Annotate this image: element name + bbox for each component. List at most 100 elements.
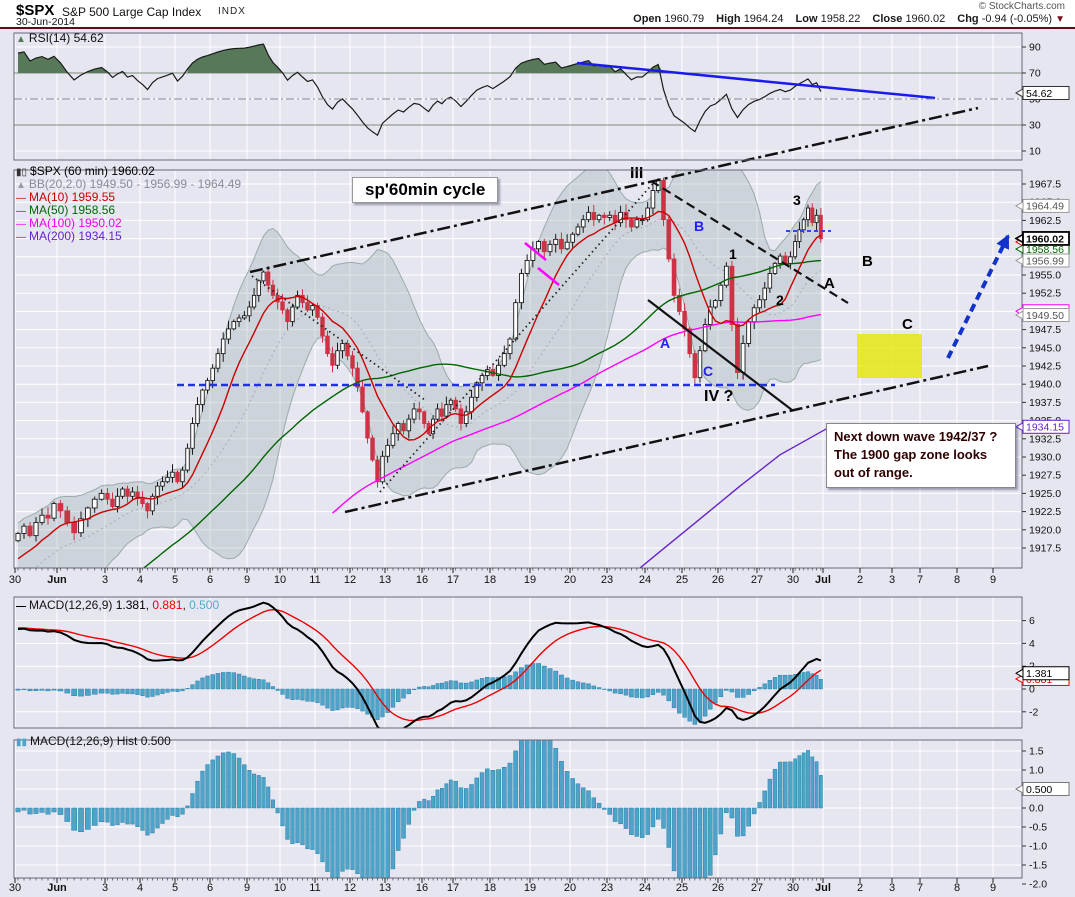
note-line-1: Next down wave 1942/37 ? [834, 429, 998, 444]
axis-callout: 1949.50 [1026, 310, 1064, 322]
svg-text:-1.5: -1.5 [1029, 860, 1047, 872]
x-axis-label: 8 [954, 882, 960, 894]
x-axis-label: 24 [639, 882, 651, 894]
wave-label: III [630, 165, 643, 182]
wave-label: 3 [793, 192, 801, 208]
x-axis-label: 23 [601, 574, 613, 586]
x-axis-label: 11 [309, 574, 320, 586]
x-axis-label: 19 [524, 574, 536, 586]
svg-text:1922.5: 1922.5 [1029, 506, 1061, 518]
x-axis-label: 26 [712, 882, 724, 894]
svg-text:1917.5: 1917.5 [1029, 543, 1061, 555]
analysis-note-box: Next down wave 1942/37 ? The 1900 gap zo… [826, 423, 1016, 488]
axis-callout: 54.62 [1026, 88, 1052, 100]
x-axis-label: Jun [47, 574, 67, 586]
x-axis-label: 20 [564, 574, 576, 586]
x-axis-label: 4 [137, 574, 143, 586]
annotation-layer: III 3 B 1 B A 2 A C C IV ? [14, 61, 1022, 514]
x-axis-label: 11 [309, 882, 320, 894]
x-axis-label: 19 [524, 882, 536, 894]
axis-callout: 1.381 [1026, 668, 1052, 680]
x-axis-label: Jul [815, 574, 831, 586]
note-line-3: out of range. [834, 465, 913, 481]
x-axis-label: 7 [917, 574, 923, 586]
svg-text:10: 10 [1029, 146, 1041, 158]
chg-label: Chg [957, 13, 979, 25]
axis-callout: 1934.15 [1026, 422, 1064, 434]
x-axis-label: 4 [137, 882, 143, 894]
low-label: Low [795, 13, 818, 25]
axis-callout: 1964.49 [1026, 201, 1064, 213]
x-axis-label: 23 [601, 882, 613, 894]
x-axis-label: 16 [416, 574, 428, 586]
x-axis-label: 10 [274, 574, 286, 586]
wave-label: B [862, 253, 873, 270]
svg-text:1945.0: 1945.0 [1029, 342, 1061, 354]
x-axis-label: 6 [207, 574, 213, 586]
open-label: Open [633, 13, 662, 25]
x-axis-label: 3 [102, 882, 108, 894]
wave-label: 1 [729, 246, 737, 262]
x-axis-label: 5 [172, 574, 178, 586]
x-axis-label: 30 [787, 574, 799, 586]
x-axis-label: 13 [379, 882, 391, 894]
target-zone-box [857, 334, 922, 378]
x-axis-label: 9 [244, 882, 250, 894]
high-value: 1964.24 [743, 13, 784, 25]
x-axis-label: 17 [447, 882, 459, 894]
svg-text:1955.0: 1955.0 [1029, 270, 1061, 282]
x-axis-label: 3 [102, 574, 108, 586]
x-axis-label: 12 [344, 574, 356, 586]
x-axis-label: 24 [639, 574, 651, 586]
svg-text:0: 0 [1029, 684, 1035, 696]
svg-text:6: 6 [1029, 615, 1035, 627]
x-axis-label: 25 [676, 882, 688, 894]
open-value: 1960.79 [664, 13, 705, 25]
x-axis-label: 27 [751, 574, 763, 586]
wave-label: A [660, 335, 670, 351]
svg-text:1940.0: 1940.0 [1029, 379, 1061, 391]
x-axis-label: 26 [712, 574, 724, 586]
wave-label: IV ? [704, 388, 733, 405]
svg-text:1.0: 1.0 [1029, 765, 1044, 777]
svg-text:1962.5: 1962.5 [1029, 215, 1061, 227]
x-axis-label: 13 [379, 574, 391, 586]
macd-hist-panel [15, 740, 823, 878]
x-axis-label: 17 [447, 574, 459, 586]
x-axis-label: 9 [990, 574, 996, 586]
header-rule [0, 27, 1075, 29]
cycle-title-box: sp'60min cycle [352, 177, 499, 203]
x-axis-label: 18 [484, 882, 496, 894]
x-axis-label: 30 [9, 574, 21, 586]
chg-value: -0.94 (-0.05%) [981, 13, 1053, 25]
svg-text:-2: -2 [1029, 706, 1038, 718]
x-axis-label: 20 [564, 882, 576, 894]
wave-label: 2 [776, 292, 784, 308]
x-axis-label: 6 [207, 882, 213, 894]
wave-label: C [703, 363, 713, 379]
symbol: $SPX [16, 2, 55, 19]
close-value: 1960.02 [905, 13, 946, 25]
svg-text:4: 4 [1029, 638, 1035, 650]
projection-arrow [946, 234, 1010, 359]
svg-text:-0.5: -0.5 [1029, 822, 1047, 834]
x-axis-label: 7 [917, 882, 923, 894]
svg-text:-1.0: -1.0 [1029, 841, 1047, 853]
x-axis-label: 8 [954, 574, 960, 586]
axis-callout: 0.500 [1026, 784, 1052, 796]
exchange-tag: INDX [218, 6, 246, 17]
x-axis-label: 9 [244, 574, 250, 586]
wave-label: C [902, 316, 913, 333]
axis-callout: 1958.56 [1026, 244, 1064, 256]
svg-text:70: 70 [1029, 68, 1041, 80]
svg-text:1930.0: 1930.0 [1029, 452, 1061, 464]
wave-label: A [824, 275, 835, 292]
axis-callout: 1960.02 [1026, 233, 1064, 245]
x-axis-label: 10 [274, 882, 286, 894]
chg-down-icon[interactable]: ▼ [1055, 14, 1065, 25]
close-label: Close [872, 13, 903, 25]
low-value: 1958.22 [820, 13, 861, 25]
x-axis-label: 12 [344, 882, 356, 894]
x-axis-label: 18 [484, 574, 496, 586]
